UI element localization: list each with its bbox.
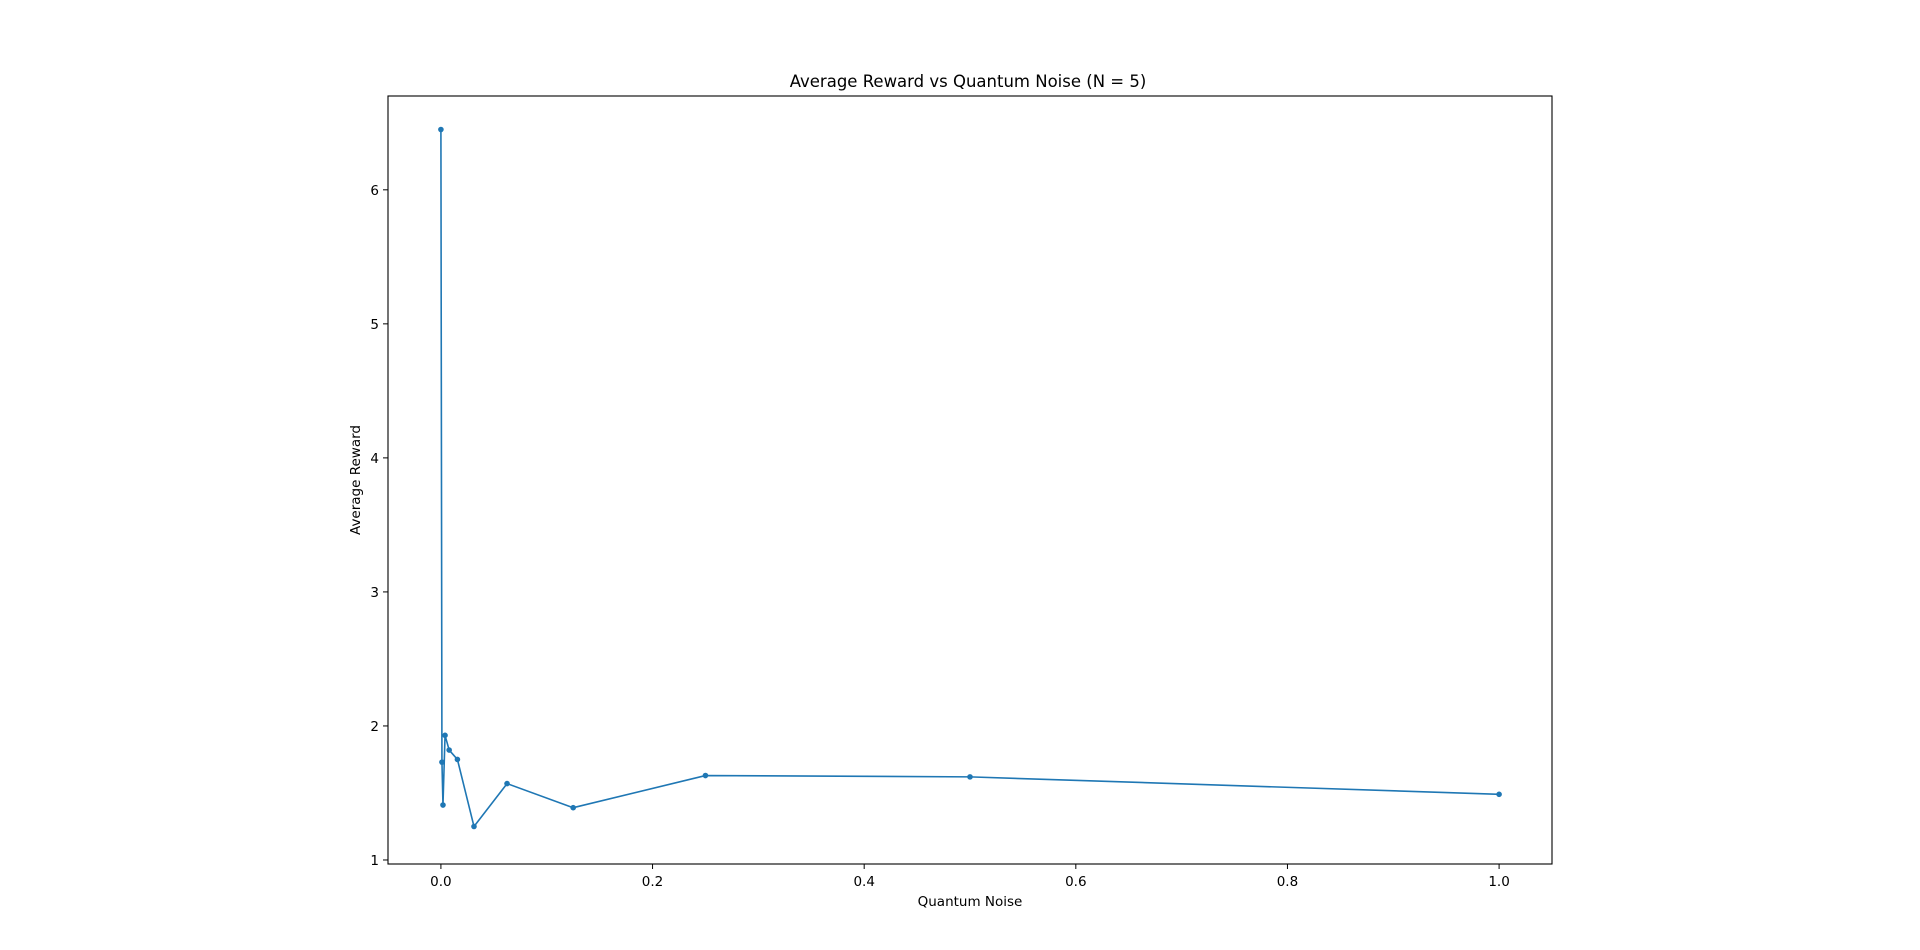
data-point (438, 126, 444, 133)
x-tick-label: 0.2 (642, 874, 663, 890)
data-point (504, 780, 510, 787)
chart-title: Average Reward vs Quantum Noise (N = 5) (790, 72, 1147, 91)
x-tick-label: 1.0 (1488, 874, 1509, 890)
y-axis-ticks: 1 2 3 4 5 6 (370, 183, 388, 869)
y-tick-label: 5 (370, 317, 379, 333)
data-point (440, 802, 446, 808)
y-tick-label: 3 (370, 585, 379, 601)
axes-frame (387, 95, 1553, 865)
data-point (1496, 791, 1502, 798)
y-tick-label: 2 (370, 719, 379, 735)
y-tick-label: 4 (370, 451, 379, 467)
y-tick-label: 6 (370, 183, 379, 199)
series-line (440, 129, 1500, 828)
data-point (454, 756, 461, 763)
x-tick-label: 0.8 (1277, 874, 1298, 890)
data-point (446, 747, 452, 753)
data-point (439, 759, 445, 765)
x-tick-label: 0.6 (1065, 874, 1086, 890)
data-point (442, 732, 448, 739)
data-point (702, 772, 709, 779)
y-axis-label: Average Reward (348, 425, 364, 535)
data-point (570, 804, 576, 811)
data-point (967, 774, 973, 780)
x-tick-label: 0.0 (430, 874, 451, 890)
x-axis-label: Quantum Noise (918, 894, 1023, 910)
x-tick-label: 0.4 (853, 874, 874, 890)
x-axis-ticks: 0.0 0.2 0.4 0.6 0.8 1.0 (430, 864, 1510, 890)
plot-area: 0.0 0.2 0.4 0.6 0.8 1.0 1 2 3 4 5 6 (370, 95, 1553, 890)
data-point (471, 823, 477, 830)
y-tick-label: 1 (370, 853, 379, 869)
series-layer (438, 126, 1502, 830)
